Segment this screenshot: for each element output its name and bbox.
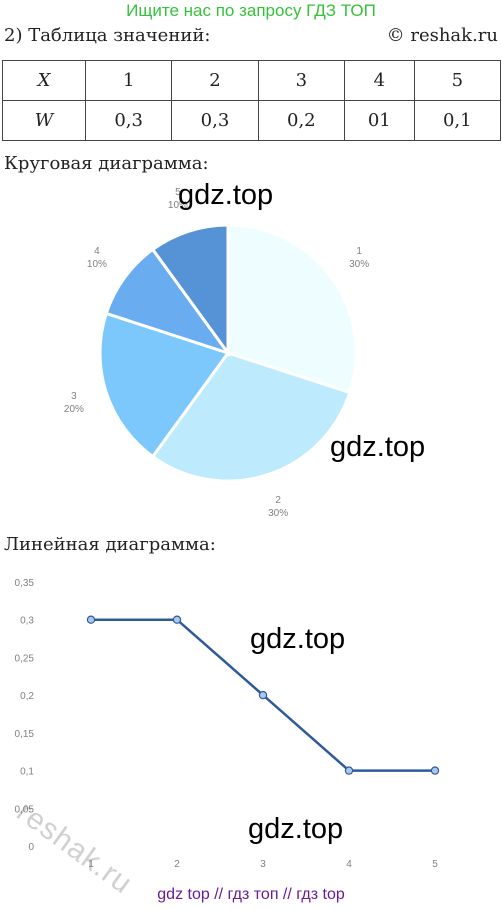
table-row-x: X 1 2 3 4 5 — [2, 60, 502, 101]
line-chart: 0 0,05 0,1 0,15 0,2 0,25 0,3 0,35 1 2 3 4 5 — [15, 578, 440, 870]
pie-slice — [226, 223, 358, 395]
pie-slice — [98, 311, 231, 459]
table-cell: X — [2, 60, 86, 101]
line-section-title: Линейная диаграмма: — [4, 534, 216, 555]
pie-chart: 1 30% 2 30% 3 20% 4 10% 5 10% — [64, 187, 369, 516]
x-tick-label: 5 — [432, 859, 438, 870]
pie-section-title: Круговая диаграмма: — [4, 153, 209, 174]
pie-percent-label: 20% — [64, 404, 84, 415]
table-cell: 5 — [413, 60, 502, 101]
watermark-text: gdz.top — [250, 623, 346, 655]
data-point — [172, 615, 182, 624]
pie-percent-label: 10% — [87, 259, 107, 270]
x-tick-label: 1 — [88, 859, 94, 870]
y-tick-label: 0,1 — [20, 767, 34, 778]
table-cell: 0,3 — [171, 100, 259, 141]
table-row-w: W 0,3 0,3 0,2 01 0,1 — [2, 100, 502, 141]
data-point — [344, 766, 354, 775]
y-tick-label: 0,05 — [15, 804, 35, 815]
pie-slice — [104, 247, 232, 356]
pie-percent-label: 30% — [268, 508, 288, 516]
table-cell: 3 — [257, 60, 345, 101]
table-cell: 0,3 — [84, 100, 173, 141]
table-cell: 01 — [343, 100, 415, 141]
y-tick-label: 0,3 — [20, 616, 34, 627]
x-tick-label: 2 — [174, 859, 180, 870]
pie-category-label: 5 — [175, 187, 181, 198]
table-cell: 4 — [343, 60, 415, 101]
table-cell: W — [2, 100, 86, 141]
watermark-text: gdz.top — [330, 431, 426, 463]
table-cell: 1 — [84, 60, 173, 101]
pie-category-label: 4 — [94, 246, 100, 257]
y-tick-label: 0 — [28, 842, 34, 853]
data-point — [258, 690, 268, 700]
y-tick-label: 0,15 — [15, 729, 35, 740]
pie-category-label: 2 — [275, 495, 281, 506]
pie-slice — [150, 223, 230, 358]
task-heading: 2) Таблица значений: — [4, 25, 211, 46]
data-point — [86, 615, 96, 624]
pie-category-label: 3 — [71, 391, 77, 402]
y-tick-label: 0,2 — [20, 691, 34, 702]
data-point — [430, 766, 440, 775]
table-cell: 0,2 — [257, 100, 345, 141]
pie-category-label: 1 — [356, 246, 362, 257]
table-cell: 2 — [171, 60, 259, 101]
table-cell: 0,1 — [413, 100, 502, 141]
top-banner: Ищите нас по запросу ГДЗ ТОП — [126, 1, 376, 20]
site-credit: © reshak.ru — [386, 25, 498, 46]
watermark-text: gdz.top — [178, 179, 274, 211]
y-tick-label: 0,25 — [15, 653, 35, 664]
pie-percent-label: 10% — [168, 200, 188, 211]
x-tick-label: 4 — [346, 859, 352, 870]
value-table: X 1 2 3 4 5 W 0,3 0,3 0,2 01 0,1 — [2, 60, 502, 141]
pie-percent-label: 30% — [349, 259, 369, 270]
x-tick-label: 3 — [260, 859, 266, 870]
y-tick-label: 0,35 — [15, 578, 35, 589]
pie-slice — [150, 351, 352, 483]
watermark-text: gdz.top — [248, 813, 344, 845]
bottom-banner: gdz top // гдз топ // гдз top — [157, 886, 345, 903]
